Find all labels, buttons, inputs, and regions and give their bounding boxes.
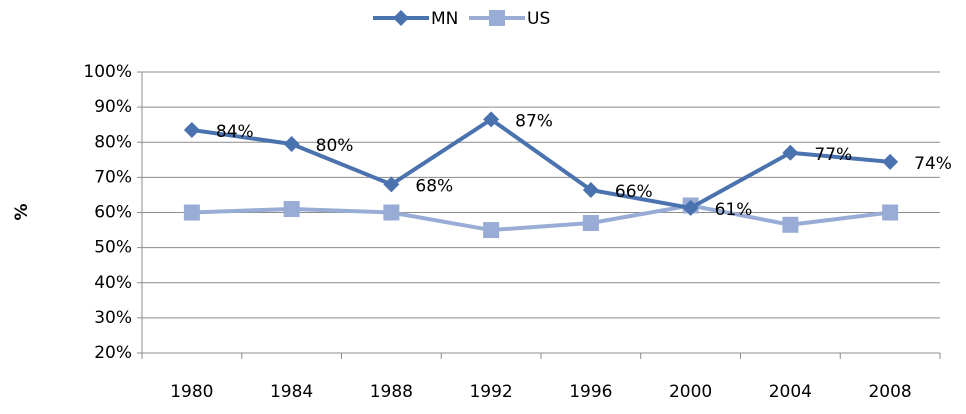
- point: [782, 216, 799, 233]
- y-tick-label: 80%: [94, 132, 132, 152]
- data-label: 68%: [415, 176, 453, 196]
- legend-label: US: [527, 9, 550, 29]
- y-tick-label: 90%: [94, 97, 132, 117]
- data-label: 66%: [615, 182, 653, 202]
- series-line: [191, 203, 891, 233]
- x-tick-label: 1980: [170, 382, 213, 402]
- series-line: [191, 117, 891, 210]
- point: [483, 222, 500, 239]
- point: [782, 144, 799, 161]
- point: [882, 153, 899, 170]
- y-tick-label: 60%: [94, 203, 132, 223]
- point: [183, 204, 200, 221]
- x-tick-label: 1984: [270, 382, 313, 402]
- y-tick-label: 20%: [94, 343, 132, 363]
- legend-marker: [393, 10, 409, 26]
- data-label: 61%: [715, 200, 753, 220]
- point: [283, 136, 300, 153]
- point: [283, 200, 300, 217]
- x-tick-label: 2008: [868, 382, 911, 402]
- data-label: 87%: [515, 111, 553, 131]
- point: [582, 182, 599, 199]
- point: [882, 204, 899, 221]
- x-tick-label: 1996: [569, 382, 612, 402]
- point: [582, 215, 599, 232]
- data-label: 74%: [914, 154, 952, 174]
- y-tick-label: 40%: [94, 273, 132, 293]
- point: [483, 111, 500, 128]
- data-label: 84%: [216, 122, 254, 142]
- point: [183, 121, 200, 138]
- y-axis-label: %: [12, 203, 32, 220]
- y-tick-label: 30%: [94, 308, 132, 328]
- legend-label: MN: [431, 9, 458, 29]
- y-tick-label: 70%: [94, 167, 132, 187]
- point: [383, 176, 400, 193]
- data-label: 80%: [316, 136, 354, 156]
- x-tick-label: 1992: [469, 382, 512, 402]
- point: [383, 204, 400, 221]
- x-tick-label: 2004: [769, 382, 812, 402]
- y-tick-label: 50%: [94, 238, 132, 258]
- x-tick-label: 1988: [370, 382, 413, 402]
- x-tick-label: 2000: [669, 382, 712, 402]
- point: [682, 199, 699, 216]
- data-label: 77%: [814, 145, 852, 165]
- y-tick-label: 100%: [83, 62, 132, 82]
- legend-marker: [489, 10, 505, 26]
